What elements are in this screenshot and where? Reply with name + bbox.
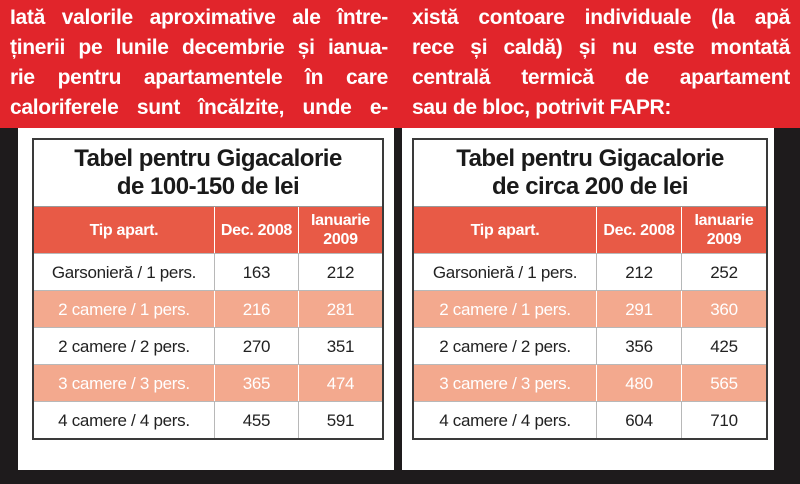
intro-line: rie pentru apartamentele în care: [10, 66, 388, 89]
cell-dec: 270: [215, 328, 299, 364]
intro-line: rece și caldă) și nu este montată: [412, 36, 790, 59]
cell-jan: 360: [710, 299, 738, 319]
table-panel-left: Tabel pentru Gigacalorie de 100-150 de l…: [18, 128, 394, 470]
cell-jan: 591: [326, 410, 355, 430]
cell-dec: 365: [215, 365, 299, 401]
header-jan-line1: Ianuarie: [694, 212, 754, 229]
intro-line: centrală termică de apartament: [412, 66, 790, 89]
cell-dec: 212: [597, 254, 682, 290]
table-row: 4 camere / 4 pers. 455 591: [34, 401, 382, 438]
gigacalorie-table-200: Tabel pentru Gigacalorie de circa 200 de…: [412, 138, 768, 440]
table-row: 2 camere / 2 pers. 356 425: [414, 327, 766, 364]
header-jan-line2: 2009: [323, 231, 358, 248]
table-header-row: Tip apart. Dec. 2008 Ianuarie 2009: [34, 207, 382, 253]
cell-type: 2 camere / 2 pers.: [414, 328, 597, 364]
table-row: 2 camere / 2 pers. 270 351: [34, 327, 382, 364]
table-panel-right: Tabel pentru Gigacalorie de circa 200 de…: [402, 128, 774, 470]
intro-line: sau de bloc, potrivit FAPR:: [412, 96, 672, 119]
cell-type: Garsonieră / 1 pers.: [34, 254, 215, 290]
cell-type: Garsonieră / 1 pers.: [414, 254, 597, 290]
table-title-line2: de 100-150 de lei: [116, 173, 300, 200]
cell-type: 2 camere / 2 pers.: [34, 328, 215, 364]
header-type: Tip apart.: [34, 207, 215, 253]
cell-type: 2 camere / 1 pers.: [414, 291, 597, 327]
table-title-line1: Tabel pentru Gigacalorie: [74, 145, 342, 172]
cell-type: 3 camere / 3 pers.: [414, 365, 597, 401]
table-row: Garsonieră / 1 pers. 163 212: [34, 253, 382, 290]
cell-type: 2 camere / 1 pers.: [34, 291, 215, 327]
table-row: 2 camere / 1 pers. 216 281: [34, 290, 382, 327]
intro-line: caloriferele sunt încălzite, unde e-: [10, 96, 388, 119]
cell-jan: 565: [710, 373, 738, 393]
cell-jan: 425: [710, 336, 738, 356]
header-type: Tip apart.: [414, 207, 597, 253]
header-dec-2008: Dec. 2008: [215, 207, 299, 253]
cell-jan: 474: [326, 373, 355, 393]
cell-jan: 281: [326, 299, 355, 319]
cell-jan: 212: [326, 262, 355, 282]
cell-type: 4 camere / 4 pers.: [34, 402, 215, 438]
table-row: Garsonieră / 1 pers. 212 252: [414, 253, 766, 290]
table-title: Tabel pentru Gigacalorie de 100-150 de l…: [34, 140, 382, 207]
cell-jan: 710: [710, 410, 738, 430]
table-title-line1: Tabel pentru Gigacalorie: [456, 145, 724, 172]
header-jan-line2: 2009: [706, 231, 742, 248]
table-title-line2: de circa 200 de lei: [492, 173, 688, 200]
cell-dec: 604: [597, 402, 682, 438]
header-jan-2009: Ianuarie 2009: [299, 207, 382, 253]
intro-text-left: Iată valorile aproximative ale între- ți…: [10, 3, 388, 123]
intro-line: ținerii pe lunile decembrie și ianua-: [10, 36, 388, 59]
intro-banner: Iată valorile aproximative ale între- ți…: [0, 0, 800, 128]
table-header-row: Tip apart. Dec. 2008 Ianuarie 2009: [414, 207, 766, 253]
cell-dec: 291: [597, 291, 682, 327]
intro-line: xistă contoare individuale (la apă: [412, 6, 790, 29]
gigacalorie-table-100-150: Tabel pentru Gigacalorie de 100-150 de l…: [32, 138, 384, 440]
cell-dec: 455: [215, 402, 299, 438]
cell-jan: 351: [326, 336, 355, 356]
cell-type: 4 camere / 4 pers.: [414, 402, 597, 438]
table-title: Tabel pentru Gigacalorie de circa 200 de…: [414, 140, 766, 207]
table-row: 2 camere / 1 pers. 291 360: [414, 290, 766, 327]
cell-type: 3 camere / 3 pers.: [34, 365, 215, 401]
table-row: 3 camere / 3 pers. 480 565: [414, 364, 766, 401]
table-row: 4 camere / 4 pers. 604 710: [414, 401, 766, 438]
cell-dec: 216: [215, 291, 299, 327]
intro-line: Iată valorile aproximative ale între-: [10, 6, 388, 29]
cell-jan: 252: [710, 262, 738, 282]
header-jan-2009: Ianuarie 2009: [682, 207, 766, 253]
cell-dec: 163: [215, 254, 299, 290]
cell-dec: 480: [597, 365, 682, 401]
table-row: 3 camere / 3 pers. 365 474: [34, 364, 382, 401]
cell-dec: 356: [597, 328, 682, 364]
intro-text-right: xistă contoare individuale (la apă rece …: [412, 3, 790, 123]
header-jan-line1: Ianuarie: [311, 212, 370, 229]
header-dec-2008: Dec. 2008: [597, 207, 682, 253]
